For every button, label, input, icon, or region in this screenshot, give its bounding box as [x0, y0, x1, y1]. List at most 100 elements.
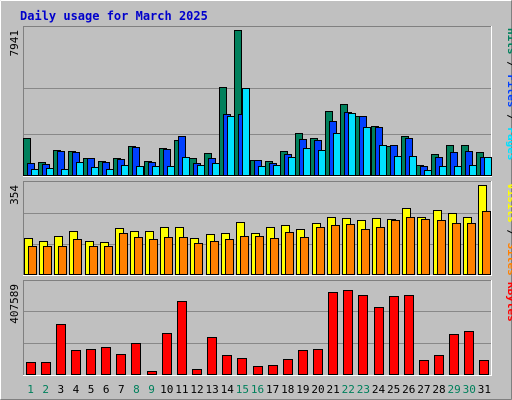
bar-kbytes-day-24: [374, 307, 384, 375]
bar-kbytes-day-5: [86, 349, 96, 375]
series-side-label-part: Sites: [505, 243, 512, 276]
x-tick-label-day-18: 18: [281, 383, 294, 396]
bar-pages-day-8: [136, 166, 144, 176]
y-max-label: 407589: [8, 284, 21, 324]
x-tick-label-day-27: 27: [417, 383, 430, 396]
bar-kbytes-day-13: [207, 337, 217, 375]
bar-pages-day-27: [424, 170, 432, 176]
bar-pages-day-23: [363, 127, 371, 176]
bar-sites-day-5: [89, 246, 98, 275]
bar-kbytes-day-3: [56, 324, 66, 375]
bar-kbytes-day-16: [253, 366, 263, 375]
x-tick-label-day-26: 26: [402, 383, 415, 396]
bar-sites-day-2: [43, 246, 52, 275]
x-tick-label-day-6: 6: [103, 383, 110, 396]
bar-pages-day-26: [409, 156, 417, 176]
x-tick-label-day-22: 22: [342, 383, 355, 396]
panel-top: 7941 Hits / Files / Pages: [8, 26, 512, 177]
x-tick-label-day-13: 13: [205, 383, 218, 396]
series-side-label: KBytes: [505, 282, 512, 322]
bar-pages-day-17: [273, 165, 281, 176]
panel-background: [23, 26, 492, 177]
series-side-label-part: Hits: [505, 28, 512, 55]
x-tick-label-day-5: 5: [88, 383, 95, 396]
series-side-label-part: Files: [505, 74, 512, 107]
bar-sites-day-23: [361, 229, 370, 275]
bar-kbytes-day-18: [283, 359, 293, 375]
x-tick-label-day-3: 3: [58, 383, 65, 396]
bar-sites-day-26: [406, 217, 415, 275]
x-tick-label-day-17: 17: [266, 383, 279, 396]
bar-sites-day-10: [164, 237, 173, 275]
bar-sites-day-24: [376, 227, 385, 275]
bar-sites-day-7: [119, 233, 128, 275]
bar-pages-day-12: [197, 165, 205, 176]
bar-pages-day-5: [91, 167, 99, 176]
x-tick-label-day-10: 10: [160, 383, 173, 396]
bar-pages-day-3: [61, 169, 69, 176]
bar-sites-day-25: [391, 220, 400, 275]
bar-kbytes-day-15: [237, 358, 247, 375]
x-tick-label-day-21: 21: [327, 383, 340, 396]
bar-pages-day-11: [182, 157, 190, 176]
bar-pages-day-16: [258, 166, 266, 176]
series-side-label-part: Pages: [505, 127, 512, 160]
bar-kbytes-day-29: [449, 334, 459, 375]
bar-kbytes-day-22: [343, 290, 353, 375]
bar-kbytes-day-28: [434, 355, 444, 375]
series-side-label-part: KBytes: [505, 282, 512, 322]
y-max-label: 7941: [8, 30, 21, 57]
bar-sites-day-11: [179, 237, 188, 275]
bar-sites-day-31: [482, 211, 491, 275]
x-tick-label-day-14: 14: [221, 383, 235, 396]
bar-pages-day-19: [303, 148, 311, 176]
bar-kbytes-day-31: [479, 360, 489, 375]
bar-pages-day-2: [46, 168, 54, 176]
bar-pages-day-15: [242, 88, 250, 176]
bar-pages-day-24: [379, 145, 387, 176]
x-tick-label-day-25: 25: [387, 383, 400, 396]
x-tick-label-day-16: 16: [251, 383, 264, 396]
bar-pages-day-14: [227, 116, 235, 176]
bar-pages-day-21: [333, 133, 341, 176]
x-tick-label-day-29: 29: [448, 383, 461, 396]
bar-sites-day-20: [316, 227, 325, 275]
bar-kbytes-day-11: [177, 301, 187, 375]
bar-pages-day-4: [76, 162, 84, 176]
bar-pages-day-18: [288, 157, 296, 176]
bar-sites-day-8: [134, 237, 143, 275]
bar-sites-day-14: [225, 239, 234, 275]
panel-middle: 354 Visits / Sites: [8, 181, 512, 276]
bar-kbytes-day-4: [71, 350, 81, 375]
bar-kbytes-day-17: [268, 365, 278, 375]
x-tick-label-day-11: 11: [175, 383, 188, 396]
series-side-label: Hits / Files / Pages: [505, 28, 512, 161]
bar-sites-day-30: [467, 223, 476, 275]
bar-sites-day-9: [149, 239, 158, 275]
x-tick-label-day-1: 1: [27, 383, 34, 396]
bar-kbytes-day-25: [389, 296, 399, 375]
series-side-label: Visits / Sites: [505, 183, 512, 276]
x-tick-label-day-23: 23: [357, 383, 370, 396]
panel-bottom: 407589 KBytes: [8, 280, 512, 376]
bar-pages-day-25: [394, 156, 402, 176]
x-tick-label-day-24: 24: [372, 383, 386, 396]
bar-kbytes-day-2: [41, 362, 51, 375]
bar-kbytes-day-9: [147, 371, 157, 375]
x-tick-label-day-28: 28: [432, 383, 445, 396]
series-side-label-part: /: [505, 55, 512, 75]
bar-pages-day-7: [121, 165, 129, 176]
bar-sites-day-27: [421, 219, 430, 275]
bar-sites-day-3: [58, 246, 67, 275]
bar-kbytes-day-1: [26, 362, 36, 375]
x-tick-label-day-30: 30: [463, 383, 476, 396]
x-tick-label-day-8: 8: [133, 383, 140, 396]
bar-sites-day-12: [194, 243, 203, 275]
bar-kbytes-day-30: [464, 331, 474, 375]
bar-pages-day-6: [106, 169, 114, 176]
bar-pages-day-1: [31, 169, 39, 176]
bar-pages-day-29: [454, 166, 462, 176]
bar-pages-day-28: [439, 166, 447, 176]
bar-sites-day-21: [331, 225, 340, 275]
